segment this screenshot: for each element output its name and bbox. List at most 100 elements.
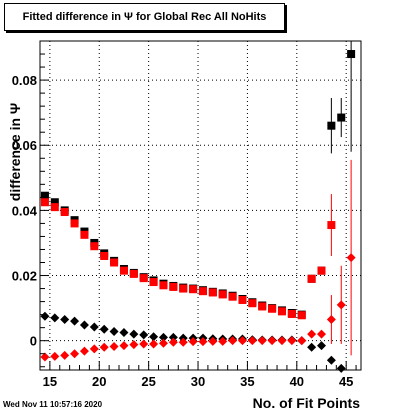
data-point-diamond: [168, 332, 178, 342]
data-point-diamond: [99, 324, 109, 334]
data-point-diamond: [316, 341, 326, 351]
data-point-diamond: [297, 336, 307, 346]
data-point-diamond: [218, 336, 228, 346]
data-point-diamond: [149, 339, 159, 349]
data-series: [40, 41, 356, 373]
data-point-square: [327, 221, 336, 230]
data-point-square: [159, 281, 168, 290]
data-point-diamond: [50, 351, 60, 361]
data-point-diamond: [139, 330, 149, 340]
data-point-diamond: [336, 363, 346, 373]
data-point-square: [337, 113, 346, 122]
data-point-diamond: [70, 316, 80, 326]
plot-frame: [39, 40, 362, 371]
data-point-square: [70, 219, 79, 228]
data-point-diamond: [79, 346, 89, 356]
data-point-square: [60, 208, 69, 217]
x-tick-label: 35: [240, 374, 254, 389]
y-tick-label: 0.08: [12, 73, 37, 88]
data-point-square: [327, 121, 336, 130]
data-point-diamond: [336, 300, 346, 310]
data-point-square: [40, 198, 49, 207]
data-point-diamond: [257, 336, 267, 346]
data-point-diamond: [149, 332, 159, 342]
data-point-square: [80, 230, 89, 239]
data-point-square: [287, 309, 296, 318]
data-point-diamond: [139, 339, 149, 349]
series-1: [40, 194, 336, 320]
axis-ticks: 15 20 25 30 35 40 45 0 0.02 0.04 0.06 0.08: [12, 53, 357, 389]
data-point-diamond: [247, 336, 257, 346]
x-tick-label: 45: [339, 374, 353, 389]
data-point-diamond: [79, 320, 89, 330]
data-point-square: [50, 198, 59, 207]
data-point-diamond: [99, 342, 109, 352]
data-point-diamond: [129, 329, 139, 339]
data-point-diamond: [89, 344, 99, 354]
y-axis-title: difference in Ψ: [7, 103, 23, 201]
x-tick-label: 15: [43, 374, 57, 389]
data-point-diamond: [228, 336, 238, 346]
chart-title: Fitted difference in Ψ for Global Rec Al…: [4, 3, 285, 31]
data-point-diamond: [89, 322, 99, 332]
data-point-diamond: [109, 327, 119, 337]
data-point-diamond: [119, 328, 129, 338]
data-point-diamond: [60, 315, 70, 325]
data-point-square: [238, 295, 247, 304]
data-point-diamond: [158, 338, 168, 348]
data-point-diamond: [119, 341, 129, 351]
data-point-diamond: [178, 337, 188, 347]
data-point-diamond: [60, 350, 70, 360]
data-point-square: [277, 307, 286, 316]
y-tick-label: 0.06: [12, 138, 37, 153]
data-point-square: [50, 203, 59, 212]
data-point-diamond: [307, 342, 317, 352]
data-point-diamond: [237, 336, 247, 346]
data-point-diamond: [307, 329, 317, 339]
data-point-square: [248, 299, 257, 308]
data-point-square: [40, 191, 49, 200]
series-3: [40, 159, 356, 362]
data-point-diamond: [346, 253, 356, 263]
data-point-diamond: [70, 349, 80, 359]
data-point-diamond: [326, 355, 336, 365]
data-point-diamond: [198, 337, 208, 347]
data-point-diamond: [188, 337, 198, 347]
x-tick-label: 25: [141, 374, 155, 389]
data-point-diamond: [168, 337, 178, 347]
data-point-square: [139, 274, 148, 283]
data-point-diamond: [316, 329, 326, 339]
y-tick-label: 0.02: [12, 269, 37, 284]
x-tick-label: 20: [92, 374, 106, 389]
data-point-square: [268, 304, 277, 313]
data-point-square: [198, 287, 207, 296]
data-point-square: [297, 311, 306, 320]
data-point-square: [129, 269, 138, 278]
data-point-diamond: [326, 315, 336, 325]
data-point-square: [228, 292, 237, 301]
data-point-diamond: [40, 311, 50, 321]
data-point-square: [169, 282, 178, 291]
timestamp-label: Wed Nov 11 10:57:16 2020: [3, 400, 103, 409]
data-point-square: [307, 274, 316, 283]
data-point-diamond: [158, 332, 168, 342]
x-tick-label: 30: [191, 374, 205, 389]
data-point-square: [258, 302, 267, 311]
data-point-diamond: [287, 336, 297, 346]
data-point-square: [90, 242, 99, 251]
x-tick-label: 40: [290, 374, 304, 389]
data-point-diamond: [277, 336, 287, 346]
data-point-square: [100, 251, 109, 260]
data-point-square: [189, 285, 198, 294]
data-point-square: [317, 266, 326, 275]
x-axis-title: No. of Fit Points: [253, 395, 361, 411]
data-point-diamond: [129, 340, 139, 350]
grid-lines: [40, 41, 361, 370]
data-point-diamond: [50, 313, 60, 323]
data-point-diamond: [40, 352, 50, 362]
data-point-diamond: [109, 342, 119, 352]
data-point-square: [218, 290, 227, 299]
data-point-square: [347, 50, 356, 59]
data-point-diamond: [267, 336, 277, 346]
